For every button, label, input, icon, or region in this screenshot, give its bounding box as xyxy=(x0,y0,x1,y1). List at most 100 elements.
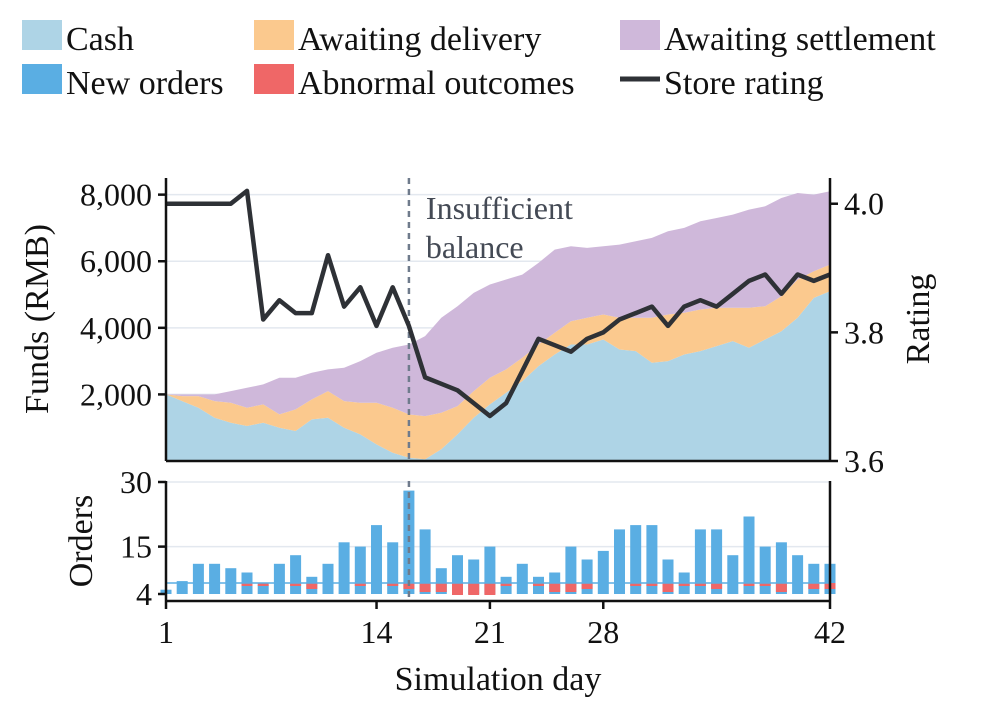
annotation-text-line: Insufficient xyxy=(426,190,573,226)
new-orders-bar xyxy=(759,546,771,594)
abnormal-outcomes-bar xyxy=(435,583,447,592)
abnormal-outcomes-bar xyxy=(306,583,318,589)
abnormal-outcomes-bar xyxy=(387,583,399,586)
legend-swatch-awaiting-settlement xyxy=(620,20,660,50)
abnormal-outcomes-bar xyxy=(468,583,480,595)
funds-y-tick-label: 8,000 xyxy=(80,177,152,213)
abnormal-outcomes-bar xyxy=(241,583,253,586)
x-tick-label: 28 xyxy=(587,614,619,650)
orders-y-axis-label: Orders xyxy=(63,495,100,588)
new-orders-bar xyxy=(484,546,496,594)
abnormal-outcomes-bar xyxy=(484,583,496,595)
rating-y-tick-label: 4.0 xyxy=(844,186,884,222)
abnormal-outcomes-bar xyxy=(257,583,269,586)
abnormal-outcomes-bar xyxy=(549,583,561,592)
new-orders-bar xyxy=(452,555,463,594)
orders-y-tick-label: 4 xyxy=(136,576,152,612)
funds-y-tick-label: 6,000 xyxy=(80,243,152,279)
new-orders-bar xyxy=(419,529,431,594)
funds-y-tick-label: 2,000 xyxy=(80,376,152,412)
x-tick-label: 21 xyxy=(474,614,506,650)
abnormal-outcomes-bar xyxy=(500,583,512,586)
abnormal-outcomes-bar xyxy=(808,583,820,589)
new-orders-bar xyxy=(775,542,787,594)
orders-y-tick-label: 30 xyxy=(120,464,152,500)
legend-label-awaiting-settlement: Awaiting settlement xyxy=(664,21,936,58)
new-orders-bar xyxy=(711,529,723,594)
new-orders-bar xyxy=(192,563,204,594)
orders-panel: 4 15 30 1 14 21 28 42 Orders Simulation day xyxy=(63,464,846,698)
new-orders-bar xyxy=(387,542,399,594)
orders-y-tick-label: 15 xyxy=(120,529,152,565)
funds-axes: 2,000 4,000 6,000 8,000 3.6 3.8 4.0 Funds (RMB)… xyxy=(19,177,937,479)
abnormal-outcomes-bar xyxy=(290,583,302,586)
legend-swatch-abnormal-outcomes xyxy=(254,64,294,94)
new-orders-bar xyxy=(290,555,302,594)
area-cash xyxy=(166,291,830,461)
abnormal-outcomes-bar xyxy=(711,583,723,589)
abnormal-outcomes-bar xyxy=(743,583,755,586)
abnormal-outcomes-bar xyxy=(678,583,690,586)
legend-swatch-cash xyxy=(22,20,62,50)
new-orders-bar xyxy=(792,555,804,594)
legend: Cash Awaiting delivery Awaiting settlement… xyxy=(22,20,936,102)
abnormal-outcomes-bar xyxy=(581,583,593,589)
legend-label-awaiting-delivery: Awaiting delivery xyxy=(298,21,541,58)
new-orders-bar xyxy=(371,525,382,594)
orders-gridlines xyxy=(166,481,830,548)
abnormal-outcomes-bar xyxy=(759,583,771,586)
rating-y-tick-label: 3.8 xyxy=(844,314,884,350)
funds-stacked-areas xyxy=(166,191,830,461)
legend-label-store-rating: Store rating xyxy=(664,65,824,102)
orders-bars xyxy=(160,490,836,595)
area-awaiting-settlement xyxy=(166,191,830,417)
funds-y-tick-label: 4,000 xyxy=(80,310,152,346)
legend-label-abnormal-outcomes: Abnormal outcomes xyxy=(298,65,575,102)
new-orders-bar xyxy=(808,563,820,594)
annotation-text-line: balance xyxy=(426,229,524,265)
new-orders-bar xyxy=(338,542,350,594)
abnormal-outcomes-bar xyxy=(419,583,431,592)
new-orders-bar xyxy=(646,525,658,594)
legend-label-new-orders: New orders xyxy=(66,65,224,102)
new-orders-bar xyxy=(581,559,593,594)
new-orders-bar xyxy=(565,546,577,594)
x-axis-label: Simulation day xyxy=(395,661,602,698)
new-orders-bar xyxy=(403,490,415,594)
abnormal-outcomes-bar xyxy=(452,583,463,595)
new-orders-bar xyxy=(743,516,755,594)
legend-swatch-awaiting-delivery xyxy=(254,20,294,50)
store-rating-line-group xyxy=(166,188,831,419)
new-orders-bar xyxy=(273,563,285,594)
x-tick-label: 1 xyxy=(158,614,174,650)
orders-axes: 4 15 30 1 14 21 28 42 Orders Simulation day xyxy=(63,464,846,698)
new-orders-bar xyxy=(225,568,237,594)
new-orders-bar xyxy=(468,559,480,594)
abnormal-outcomes-bar xyxy=(533,583,544,586)
abnormal-outcomes-bar xyxy=(354,583,366,586)
new-orders-bar xyxy=(435,568,447,594)
new-orders-bar xyxy=(694,529,706,594)
area-awaiting-delivery xyxy=(166,264,830,460)
new-orders-bar xyxy=(516,563,528,594)
new-orders-bar xyxy=(597,550,609,594)
new-orders-bar xyxy=(614,529,625,594)
rating-y-axis-label: Rating xyxy=(900,274,937,365)
new-orders-bar xyxy=(257,585,269,594)
abnormal-outcomes-bar xyxy=(775,583,787,592)
x-tick-label: 42 xyxy=(814,614,846,650)
rating-y-tick-label: 3.6 xyxy=(844,443,884,479)
abnormal-outcomes-bar xyxy=(694,583,706,586)
new-orders-bar xyxy=(727,555,739,594)
legend-label-cash: Cash xyxy=(66,21,134,58)
abnormal-outcomes-bar xyxy=(565,583,577,592)
legend-swatch-new-orders xyxy=(22,64,62,94)
new-orders-bar xyxy=(630,525,642,594)
funds-y-axis-label: Funds (RMB) xyxy=(19,224,56,414)
new-orders-bar xyxy=(662,559,674,594)
store-rating-line xyxy=(166,188,831,419)
x-tick-label: 14 xyxy=(361,614,393,650)
